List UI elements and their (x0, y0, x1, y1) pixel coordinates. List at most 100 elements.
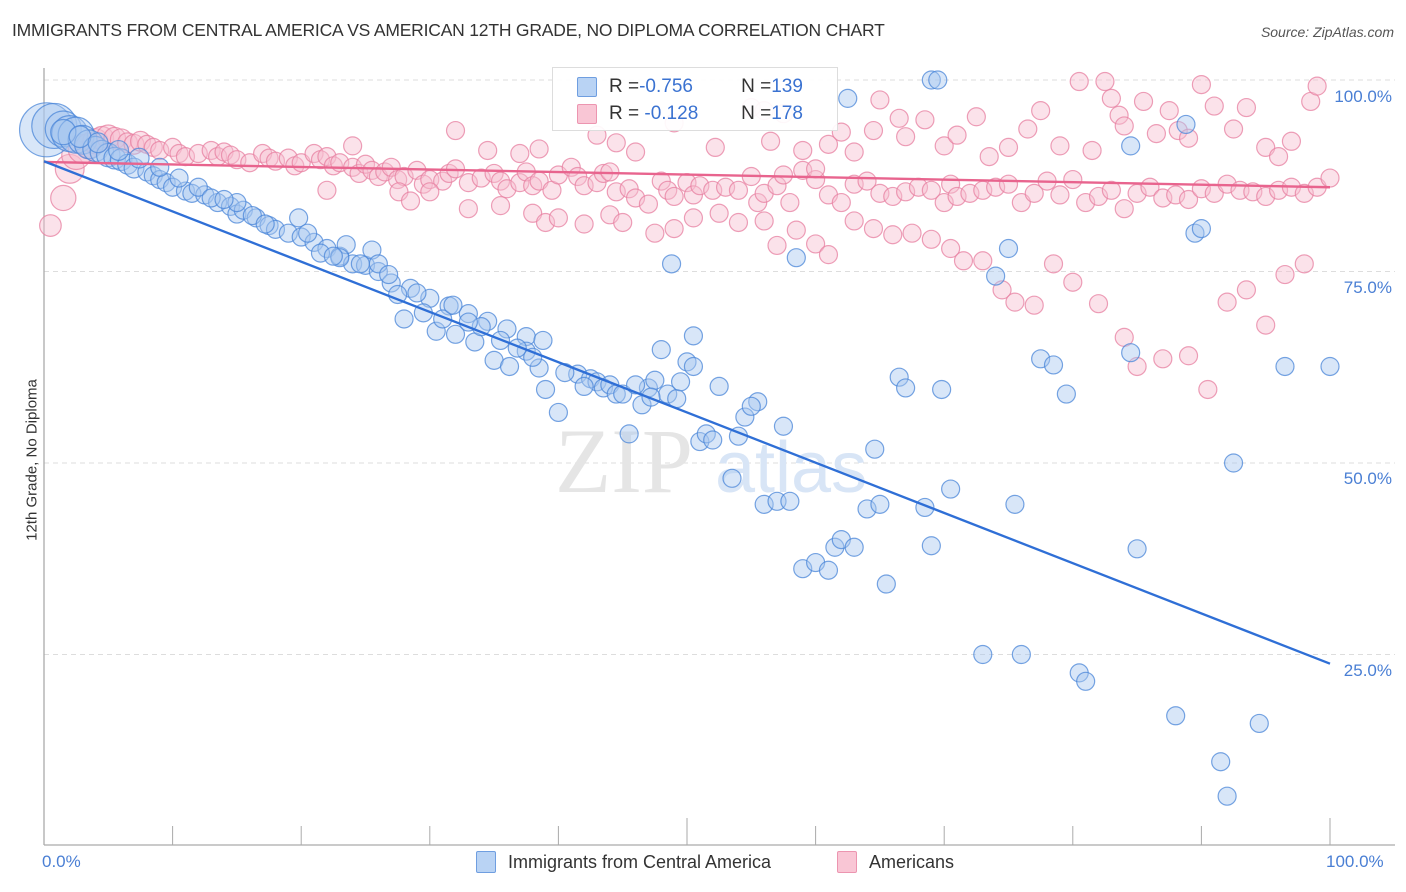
series-legend: Immigrants from Central America American… (0, 851, 1406, 879)
legend-r-label: R = (609, 103, 640, 124)
americans-point (664, 219, 684, 239)
immigrants-point (1166, 706, 1186, 726)
americans-point (857, 171, 877, 191)
y-axis-title: 12th Grade, No Diploma (23, 379, 41, 541)
immigrants-point (1121, 343, 1141, 363)
americans-point (458, 199, 478, 219)
americans-point (1109, 105, 1129, 125)
americans-point (420, 182, 440, 202)
immigrants-point (870, 494, 890, 514)
americans-point (1088, 294, 1109, 314)
americans-point (767, 235, 787, 256)
legend-label-americans: Americans (869, 851, 955, 872)
americans-point (780, 192, 800, 213)
immigrants-point (645, 370, 665, 390)
immigrants-point (108, 139, 130, 161)
immigrants-point (844, 537, 864, 557)
x-tick-100: 100.0% (1326, 852, 1384, 871)
americans-point (773, 165, 794, 185)
americans-point (831, 192, 851, 213)
legend-r-value: -0.756 (639, 76, 693, 97)
immigrants-point (1005, 494, 1025, 514)
immigrants-point (278, 223, 298, 243)
legend-label-immigrants: Immigrants from Central America (508, 851, 772, 872)
legend-item-immigrants[interactable]: Immigrants from Central America (476, 851, 771, 873)
stats-legend: R = -0.756 N = 139 R = -0.128 N = 178 (552, 67, 838, 131)
immigrants-point (683, 326, 704, 346)
immigrants-point (169, 168, 189, 188)
americans-point (979, 147, 999, 167)
americans-point (870, 90, 890, 110)
americans-point (1050, 136, 1070, 156)
americans-point (1320, 168, 1340, 188)
americans-point (1153, 349, 1173, 369)
immigrants-point (529, 358, 549, 378)
x-tick-0: 0.0% (42, 852, 81, 871)
immigrants-point (458, 312, 478, 332)
immigrants-point (188, 177, 208, 197)
americans-point (805, 169, 826, 190)
immigrants-point (1191, 219, 1212, 239)
immigrants-point (825, 537, 845, 557)
immigrants-point (786, 248, 806, 268)
immigrants-point (1121, 136, 1141, 156)
americans-point (966, 107, 986, 127)
americans-point (1191, 74, 1212, 95)
americans-point (793, 140, 813, 161)
americans-point (1256, 315, 1276, 335)
americans-point (664, 186, 684, 207)
americans-point (941, 238, 961, 259)
americans-point (883, 186, 903, 207)
americans-point (818, 245, 839, 265)
immigrants-point (533, 330, 553, 351)
immigrants-point (865, 439, 885, 459)
americans-point (1082, 140, 1102, 161)
americans-point (896, 127, 916, 147)
immigrants-point (941, 479, 961, 499)
immigrants-point (1011, 644, 1031, 665)
americans-point (754, 211, 774, 231)
americans-point (805, 234, 826, 254)
americans-point (445, 120, 466, 141)
americans-point (574, 214, 594, 234)
immigrants-point (818, 560, 839, 580)
axes (43, 68, 1395, 846)
immigrants-points (18, 70, 1340, 806)
immigrants-point (857, 499, 877, 519)
immigrants-point (289, 208, 309, 228)
americans-point (1024, 295, 1044, 315)
americans-point (883, 225, 903, 245)
americans-point (760, 131, 781, 151)
americans-point (683, 208, 704, 228)
immigrants-point (780, 491, 800, 511)
americans-point (1236, 280, 1257, 300)
americans-point (613, 212, 633, 233)
americans-point (934, 136, 954, 156)
americans-point (728, 180, 749, 200)
americans-point (1114, 116, 1134, 136)
y-tick-50: 50.0% (1343, 469, 1392, 488)
americans-point (690, 176, 710, 196)
immigrants-point (876, 574, 896, 594)
legend-item-americans[interactable]: Americans (837, 851, 954, 873)
americans-point (638, 194, 659, 214)
legend-r-label: R = (609, 76, 640, 97)
immigrants-point (709, 376, 729, 396)
americans-point (1217, 292, 1237, 312)
y-tick-25: 25.0% (1343, 661, 1392, 680)
immigrants-point (1217, 786, 1237, 806)
immigrants-point (255, 214, 275, 234)
y-axis-title-wrap: 12th Grade, No Diploma (22, 330, 42, 590)
americans-point (921, 229, 941, 249)
americans-point (1050, 185, 1070, 205)
immigrants-point (928, 70, 948, 90)
legend-swatch-pink (837, 851, 857, 873)
immigrants-point (443, 295, 463, 315)
legend-swatch-pink (577, 104, 597, 124)
immigrants-point (548, 402, 569, 423)
americans-point (510, 143, 530, 164)
americans-point (1198, 379, 1218, 400)
immigrants-point (388, 284, 408, 305)
americans-point (844, 142, 864, 162)
